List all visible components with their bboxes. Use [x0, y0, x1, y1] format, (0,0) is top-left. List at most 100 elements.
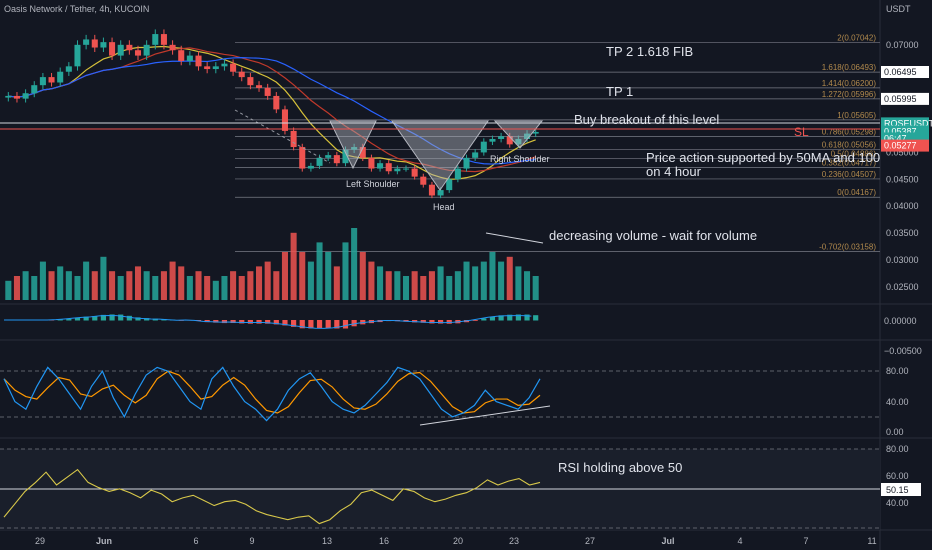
volume-bar — [100, 256, 107, 300]
volume-bar — [178, 266, 185, 300]
macd-bar — [83, 316, 89, 321]
macd-bar — [533, 315, 539, 321]
symbol-title[interactable]: Oasis Network / Tether, 4h, KUCOIN — [4, 4, 149, 14]
candle-body — [83, 39, 90, 45]
stoch-trend-line[interactable] — [419, 405, 551, 426]
volume-bars — [5, 228, 539, 300]
candle-body — [5, 95, 12, 98]
price-badge-text: 06:47 — [884, 133, 907, 143]
candle-body — [264, 87, 271, 96]
fib-level-label: 2(0.07042) — [837, 34, 876, 43]
candle-body — [515, 138, 522, 145]
volume-bar — [498, 261, 505, 300]
macd-bar — [507, 314, 513, 321]
fib-level-label: -0.702(0.03158) — [819, 243, 876, 252]
candle-body — [428, 184, 435, 196]
rsi-tick-60: 60.00 — [886, 471, 909, 481]
macd-bar — [256, 320, 262, 324]
price-tick: 0.02500 — [886, 282, 919, 292]
volume-bar — [212, 280, 219, 300]
volume-bar — [134, 266, 142, 300]
macd-tick-0: 0.00000 — [884, 316, 917, 326]
candle-body — [281, 109, 288, 131]
macd-bar — [291, 320, 297, 327]
macd-bar — [213, 320, 219, 323]
time-label: 23 — [509, 536, 519, 546]
macd-bar — [265, 320, 271, 324]
macd-bar — [109, 314, 115, 321]
volume-bar — [281, 252, 288, 300]
macd-bar — [152, 318, 158, 321]
volume-bar — [169, 261, 176, 300]
volume-bar — [385, 271, 392, 300]
macd-bar — [342, 320, 349, 329]
candle-body — [333, 155, 340, 164]
price-badge-text: 0.05277 — [884, 141, 917, 151]
macd-bar — [325, 320, 331, 329]
price-badge — [881, 92, 929, 105]
stoch-tick-80: 80.00 — [886, 366, 909, 376]
volume-bar — [39, 261, 46, 300]
macd-bar — [230, 320, 236, 324]
candle-body — [230, 63, 237, 72]
volume-bar — [524, 271, 531, 300]
head-triangle[interactable] — [391, 120, 489, 191]
candle-body — [109, 42, 116, 56]
time-label: Jul — [661, 536, 674, 546]
candle-body — [126, 44, 133, 51]
macd-bar — [420, 320, 426, 323]
volume-bar — [472, 266, 479, 300]
volume-bar — [299, 252, 306, 300]
fib-level-label: 0.382(0.04717) — [822, 159, 877, 168]
macd-bar — [273, 320, 279, 325]
left-shoulder-triangle[interactable] — [329, 120, 377, 170]
candle-body — [532, 131, 539, 134]
fib-level-label: 0.618(0.05056) — [822, 140, 877, 149]
time-label: 9 — [249, 536, 254, 546]
macd-bar — [282, 320, 288, 326]
stoch-tick-0: 0.00 — [886, 427, 904, 437]
fib-level-label: 1.414(0.06200) — [822, 79, 877, 88]
volume-bar — [307, 261, 314, 300]
time-label: Jun — [96, 536, 112, 546]
macd-line — [4, 315, 532, 329]
volume-bar — [152, 276, 159, 300]
candle-body — [437, 190, 444, 196]
volume-bar — [333, 266, 340, 300]
volume-label: decreasing volume - wait for volume — [549, 228, 757, 243]
candle-body — [290, 130, 297, 148]
candle-body — [463, 157, 470, 169]
macd-bar — [239, 320, 245, 324]
macd-bar — [481, 318, 487, 321]
time-label: 4 — [737, 536, 742, 546]
candle-body — [472, 152, 479, 158]
fib-level-label: 1.272(0.05996) — [822, 90, 877, 99]
fib-retracement[interactable]: 2(0.07042) 1.618(0.06493) 1.414(0.06200) 1.… — [235, 34, 880, 252]
volume-bar — [57, 266, 64, 300]
volume-bar — [446, 276, 453, 300]
trend-line-dashed[interactable] — [234, 109, 331, 164]
price-tick: 0.07000 — [886, 40, 919, 50]
stoch-d-line — [3, 370, 541, 414]
volume-bar — [342, 242, 349, 300]
volume-bar — [316, 242, 323, 300]
macd-bar — [74, 317, 81, 321]
candle-body — [256, 85, 263, 88]
candle-body — [273, 95, 280, 110]
time-label: 13 — [322, 536, 332, 546]
volume-arrow[interactable] — [485, 232, 544, 244]
stoch-k-line — [3, 366, 541, 422]
candle-body — [39, 77, 46, 86]
rsi-line — [3, 468, 541, 525]
right-shoulder-triangle[interactable] — [493, 120, 544, 149]
time-label: 27 — [585, 536, 595, 546]
tp1-label: TP 1 — [606, 84, 633, 99]
candle-body — [307, 165, 314, 169]
volume-bar — [437, 266, 444, 300]
volume-bar — [264, 261, 271, 300]
volume-bar — [74, 276, 81, 300]
time-axis[interactable]: 29 Jun 6 9 13 16 20 23 27 Jul 4 7 11 — [35, 536, 877, 546]
candle-body — [368, 157, 375, 169]
time-label: 6 — [193, 536, 198, 546]
